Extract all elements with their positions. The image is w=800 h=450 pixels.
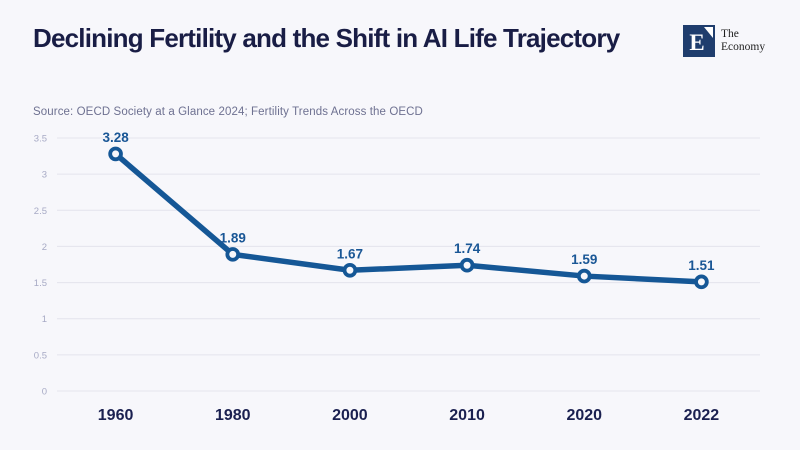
y-axis-tick-label: 2.5 <box>34 206 47 217</box>
quote-notch-icon <box>704 27 713 38</box>
data-point-value-label: 1.67 <box>337 246 363 261</box>
y-axis-tick-label: 1.5 <box>34 278 47 289</box>
brand-logo-text-line2: Economy <box>721 40 766 53</box>
data-point-value-label: 3.28 <box>102 130 129 145</box>
brand-logo: E The Economy <box>683 25 765 57</box>
data-point-value-label: 1.51 <box>688 258 715 273</box>
y-axis-tick-label: 0 <box>42 387 47 398</box>
data-point-marker <box>108 146 123 162</box>
y-axis-tick-label: 3 <box>42 170 47 181</box>
x-axis-tick-label: 2010 <box>449 407 485 424</box>
data-point-value-label: 1.59 <box>571 252 597 267</box>
y-axis-tick-label: 2 <box>42 242 47 253</box>
y-axis-tick-label: 1 <box>42 314 47 325</box>
brand-logo-mark: E <box>683 25 715 57</box>
y-axis-tick-label: 0.5 <box>34 350 47 361</box>
data-point-marker <box>576 268 592 284</box>
data-point-value-label: 1.74 <box>454 241 481 256</box>
brand-logo-text-line1: The <box>721 28 739 40</box>
y-axis-tick-label: 3.5 <box>34 134 47 145</box>
x-axis-tick-label: 2022 <box>684 407 720 424</box>
page-title: Declining Fertility and the Shift in AI … <box>33 23 620 53</box>
x-axis-tick-label: 1960 <box>98 407 134 424</box>
trend-line <box>112 151 705 285</box>
data-point-value-label: 1.89 <box>220 230 246 245</box>
source-note: Source: OECD Society at a Glance 2024; F… <box>33 106 423 118</box>
x-axis-tick-label: 1980 <box>215 407 251 424</box>
data-point-marker <box>342 262 358 278</box>
x-axis-tick-label: 2000 <box>332 407 368 424</box>
data-point-marker <box>225 247 241 262</box>
brand-logo-text: The Economy <box>721 25 765 53</box>
data-point-marker <box>459 257 475 273</box>
data-point-marker <box>694 274 709 290</box>
x-axis-tick-label: 2020 <box>566 407 602 424</box>
brand-logo-letter: E <box>689 29 705 55</box>
